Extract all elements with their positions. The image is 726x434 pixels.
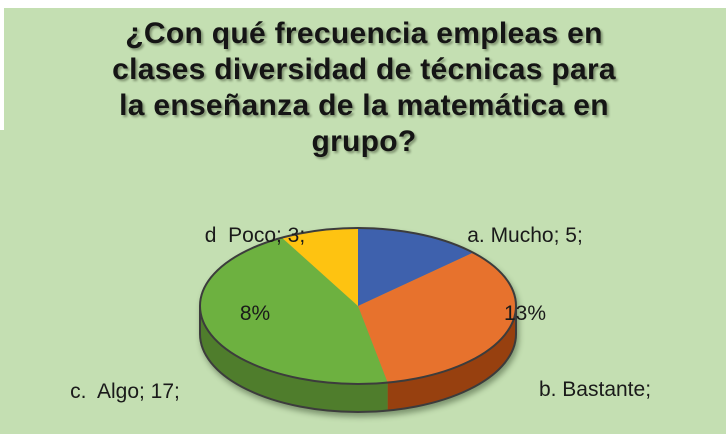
pie-slice-a-mucho xyxy=(358,228,474,306)
slice-label-algo: c. Algo; 17; 45% xyxy=(30,327,220,434)
chart-title-line: ¿Con qué frecuencia empleas en xyxy=(125,17,603,50)
pie-side-c-algo xyxy=(200,306,388,413)
slice-label-line: 8% xyxy=(239,302,271,325)
slice-label-bastante: b. Bastante; 13; 34% xyxy=(505,325,685,434)
slice-label-line: c. Algo; 17; xyxy=(70,380,180,403)
chart-title-line: grupo? xyxy=(311,125,417,158)
left-white-margin xyxy=(0,0,4,130)
chart-title-line: la enseñanza de la matemática en xyxy=(119,89,609,122)
slice-label-mucho: a. Mucho; 5; 13% xyxy=(430,171,620,379)
pie-slice-b-bastante xyxy=(358,252,516,383)
pie-slice-c-algo xyxy=(199,237,388,385)
pie-slice-d-poco xyxy=(281,228,358,306)
slice-label-line: a. Mucho; 5; xyxy=(467,224,583,247)
slice-label-line: b. Bastante; xyxy=(538,378,652,401)
chart-title: ¿Con qué frecuencia empleas en clases di… xyxy=(14,16,714,160)
pie-base-outline xyxy=(199,306,517,413)
chart-title-line: clases diversidad de técnicas para xyxy=(112,53,616,86)
slice-label-line: d Poco; 3; xyxy=(204,224,306,247)
slice-label-poco: d Poco; 3; 8% xyxy=(160,171,350,379)
slice-label-line: 13% xyxy=(503,302,547,325)
pie-side-b-bastante xyxy=(387,306,516,411)
